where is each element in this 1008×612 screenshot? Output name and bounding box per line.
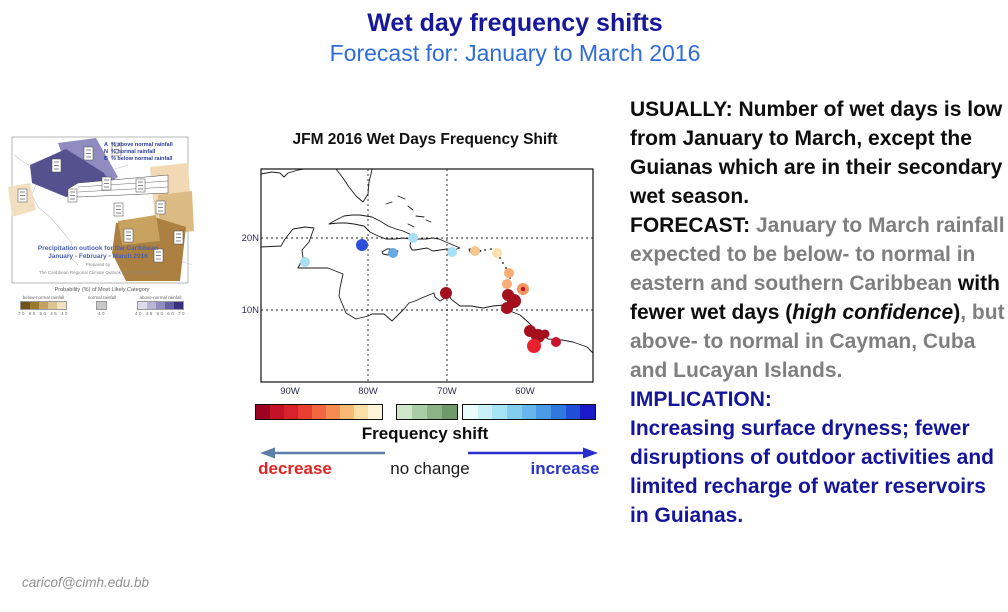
probability-bar: below-normal rainfall 70 60 50 45 40 — [18, 295, 70, 316]
map-axis-labels: 20N 10N 90W 80W 70W 60W — [242, 233, 535, 397]
lat-label-10n: 10N — [242, 305, 260, 316]
map-dot — [300, 257, 310, 267]
legend-decrease-label: decrease — [258, 459, 332, 478]
usually-paragraph: USUALLY: Number of wet days is low from … — [630, 98, 1003, 208]
colorbar-cell — [312, 405, 326, 419]
slide-title-line2: Forecast for: January to March 2016 — [329, 40, 701, 66]
map-dot — [492, 248, 502, 258]
lon-label-60w: 60W — [515, 386, 535, 397]
forecast-segment: high confidence — [792, 301, 954, 324]
thumbnail-legend-item: B% below normal rainfall — [104, 156, 173, 162]
thumbnail-category-legend: A% above normal rainfall N% normal rainfa… — [104, 142, 173, 163]
probability-bar: above-normal rainfall 40 45 50 60 70 — [134, 295, 186, 316]
colorbar-cell — [536, 405, 552, 419]
colorbar-arrows — [260, 447, 598, 459]
thumbnail-legend-item: A% above normal rainfall — [104, 142, 173, 148]
map-dot — [356, 239, 368, 251]
colorbar-legend: decrease no change increase — [240, 459, 610, 483]
thumbnail-caption-line1: Precipitation outlook for the Caribbean — [37, 245, 159, 252]
map-dot — [527, 339, 541, 353]
thumbnail-map-graphic — [8, 136, 194, 284]
implication-body: Increasing surface dryness; fewer disrup… — [630, 417, 995, 527]
contact-email: caricof@cimh.edu.bb — [22, 575, 150, 590]
map-dot — [540, 329, 550, 339]
thumbnail-captions: Precipitation outlook for the Caribbean … — [10, 245, 186, 275]
map-dot — [440, 287, 452, 299]
legend-no-change-label: no change — [390, 459, 470, 478]
thumbnail-probability-legend: Probability (%) of Most Likely Category … — [12, 287, 192, 316]
thumbnail-prepared-by: Prepared by — [85, 262, 111, 267]
decrease-arrow-icon — [260, 447, 385, 459]
lon-label-70w: 70W — [437, 386, 457, 397]
map-frame — [260, 168, 594, 383]
forecast-segment: with fewer wet days ( — [630, 272, 1000, 324]
colorbar-cell — [270, 405, 284, 419]
thumbnail-probability-title: Probability (%) of Most Likely Category — [54, 287, 150, 293]
colorbar-cell — [507, 405, 522, 419]
colorbar-label: Frequency shift — [361, 424, 489, 443]
increase-arrow-icon — [468, 447, 598, 459]
no-change-greens-section — [396, 404, 458, 420]
map-title: JFM 2016 Wet Days Frequency Shift — [292, 131, 558, 148]
thumbnail-prepared-org: The Caribbean Regional Climate Outlook F… — [38, 269, 158, 275]
colorbar-cell — [326, 405, 340, 419]
colorbar-cell — [580, 405, 596, 419]
increase-blues-section — [462, 404, 596, 420]
map-dot — [520, 286, 526, 292]
colorbar-cell — [298, 405, 312, 419]
precipitation-outlook-thumbnail: A% above normal rainfall N% normal rainfa… — [8, 135, 198, 325]
lat-label-20n: 20N — [242, 233, 260, 244]
map-dot — [501, 302, 513, 314]
probability-bars: below-normal rainfall 70 60 50 45 40 norma… — [12, 295, 192, 316]
lon-label-90w: 90W — [280, 386, 300, 397]
probability-bar: normal rainfall 40 — [87, 295, 117, 316]
colorbar-cell — [463, 405, 478, 419]
colorbar-cell — [284, 405, 298, 419]
map-dot — [388, 248, 398, 258]
colorbar-cell — [256, 405, 270, 419]
map-dot — [470, 246, 480, 256]
thumbnail-legend-item: N% normal rainfall — [104, 149, 156, 155]
forecast-segment: FORECAST: — [630, 214, 756, 237]
main-map: 20N 10N 90W 80W 70W 60W — [242, 168, 594, 397]
colorbar-cell — [521, 405, 537, 419]
forecast-paragraph: FORECAST: January to March rainfall expe… — [630, 211, 1008, 385]
map-dot — [447, 247, 457, 257]
probability-label-boxes — [17, 142, 184, 263]
frequency-shift-dots — [300, 233, 561, 353]
map-gridlines — [261, 169, 593, 382]
map-dot — [502, 279, 512, 289]
colorbar-cell — [492, 405, 508, 419]
colorbar-cell — [412, 405, 427, 419]
frequency-colorbar — [255, 404, 596, 420]
implication-lead: IMPLICATION: — [630, 388, 772, 411]
map-dot — [551, 337, 561, 347]
colorbar-cell — [427, 405, 442, 419]
colorbar-cell — [442, 405, 457, 419]
colorbar-cell — [551, 405, 566, 419]
colorbar-cell — [354, 405, 368, 419]
forecast-segment: , but above- to normal in Cayman, Cuba a… — [630, 301, 1005, 382]
colorbar-cell — [565, 405, 581, 419]
colorbar-cell — [340, 405, 354, 419]
colorbar-cell — [368, 405, 382, 419]
forecast-segment: January to March rainfall expected to be… — [630, 214, 1005, 295]
implication-paragraph: IMPLICATION: Increasing surface dryness; … — [630, 385, 1008, 530]
decrease-reds-section — [255, 404, 383, 420]
slide-title-line1: Wet day frequency shifts — [367, 9, 663, 37]
thumbnail-caption-line2: January - February - March 2016 — [48, 252, 148, 260]
lon-label-80w: 80W — [358, 386, 378, 397]
colorbar-cell — [397, 405, 412, 419]
slide-title: Wet day frequency shifts Forecast for: J… — [120, 8, 910, 68]
map-dot — [504, 268, 514, 278]
map-dot — [408, 233, 418, 243]
legend-increase-label: increase — [530, 459, 600, 478]
colorbar-cell — [477, 405, 493, 419]
text-panel: USUALLY: Number of wet days is low from … — [630, 95, 1008, 530]
forecast-segment: ) — [953, 301, 961, 324]
